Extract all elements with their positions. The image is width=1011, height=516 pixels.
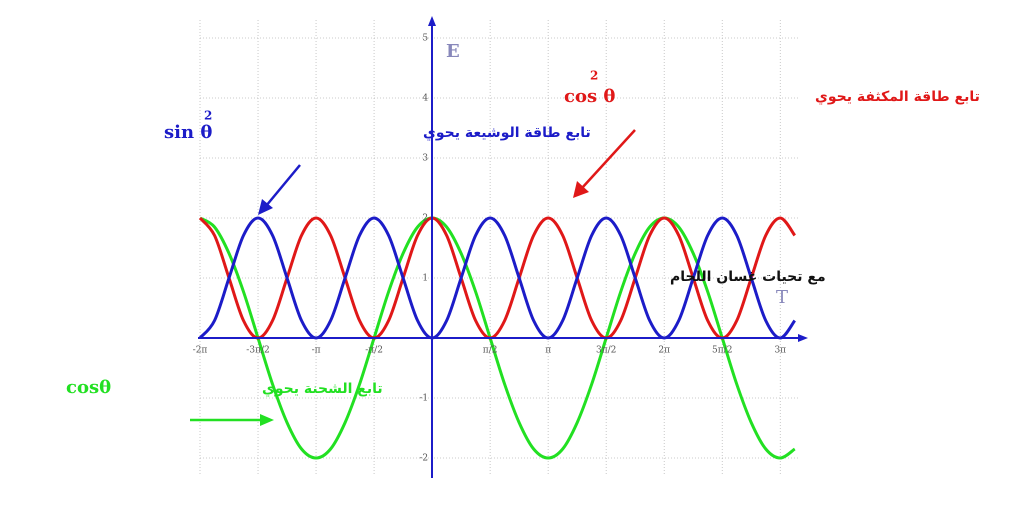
y-tick-label: -2 [419, 454, 428, 464]
y-tick-label: 2 [422, 214, 428, 224]
x-tick-label: -π [312, 346, 321, 356]
red-arrow [581, 129, 636, 189]
x-axis-arrow [798, 334, 808, 342]
x-tick-label: π/2 [483, 346, 498, 356]
blue-arrow [265, 164, 301, 207]
green-arrowhead [260, 414, 274, 426]
pointer-arrows [190, 129, 636, 426]
formula: cosθ [66, 377, 111, 398]
annotation: تابع طاقة المكثفة يحوي [815, 89, 980, 106]
x-axis-label: T [776, 287, 788, 308]
annotation: تابع الشحنة يحوي [262, 381, 383, 398]
x-tick-label: 2π [658, 346, 670, 356]
annotation: تابع طاقة الوشيعة يحوي [423, 125, 591, 142]
x-tick-label: 5π/2 [712, 346, 732, 356]
x-tick-label: -π/2 [365, 346, 383, 356]
series-line [198, 216, 796, 340]
x-tick-label: -3π/2 [246, 346, 269, 356]
formula: sin θ [164, 122, 212, 143]
series-line [198, 216, 796, 340]
y-tick-label: -1 [419, 394, 428, 404]
x-tick-label: 3π/2 [596, 346, 616, 356]
y-tick-label: 1 [422, 274, 428, 284]
y-axis-arrow [428, 16, 436, 26]
formula: cos θ [564, 86, 615, 107]
x-tick-label: 3π [774, 346, 786, 356]
x-tick-label: π [545, 346, 551, 356]
y-tick-label: 3 [422, 154, 428, 164]
series-line [199, 216, 796, 460]
y-axis-label: E [446, 41, 460, 62]
red-arrowhead [573, 181, 589, 198]
y-tick-label: 5 [422, 34, 428, 44]
x-tick-label: -2π [193, 346, 208, 356]
annotation: مع تحيات غسان اللحام [670, 269, 826, 285]
exponent: 2 [204, 109, 212, 123]
exponent: 2 [590, 69, 598, 83]
y-tick-label: 4 [422, 94, 428, 104]
blue-arrowhead [258, 199, 273, 215]
